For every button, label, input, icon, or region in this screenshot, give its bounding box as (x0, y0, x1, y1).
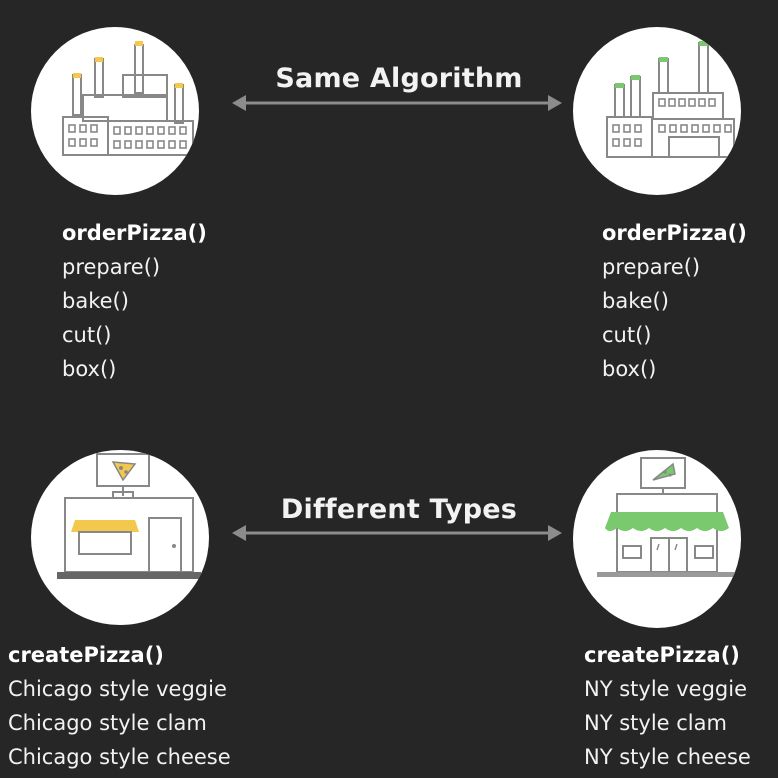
chicago-types-list: createPizza() Chicago style veggie Chica… (8, 638, 231, 774)
chicago-factory-circle (31, 27, 199, 195)
same-algorithm-label: Same Algorithm (275, 63, 523, 94)
chicago-store-circle (31, 450, 209, 625)
ny-types-list: createPizza() NY style veggie NY style c… (584, 638, 751, 774)
ny-store-circle (573, 450, 741, 628)
left-algorithm-list: orderPizza() prepare() bake() cut() box(… (62, 216, 207, 386)
left-algorithm-title: orderPizza() (62, 221, 207, 245)
ny-factory-circle (573, 27, 741, 195)
chicago-pizza-store-icon (57, 453, 201, 579)
chicago-types-title: createPizza() (8, 643, 164, 667)
ny-pizza-store-icon (597, 457, 741, 577)
right-algorithm-step: box() (602, 357, 657, 381)
left-algorithm-step: cut() (62, 323, 112, 347)
right-algorithm-step: cut() (602, 323, 652, 347)
ny-type-item: NY style veggie (584, 677, 748, 701)
chicago-type-item: Chicago style veggie (8, 677, 227, 701)
right-algorithm-list: orderPizza() prepare() bake() cut() box(… (602, 216, 747, 386)
chicago-factory-icon (62, 41, 194, 156)
ny-type-item: NY style cheese (584, 745, 751, 769)
chicago-type-item: Chicago style clam (8, 711, 207, 735)
left-algorithm-step: prepare() (62, 255, 161, 279)
ny-types-title: createPizza() (584, 643, 740, 667)
different-types-label: Different Types (280, 494, 518, 525)
right-algorithm-title: orderPizza() (602, 221, 747, 245)
same-algorithm-arrow (232, 95, 562, 111)
left-algorithm-step: bake() (62, 289, 129, 313)
right-algorithm-step: prepare() (602, 255, 701, 279)
ny-factory-icon (606, 41, 735, 158)
ny-type-item: NY style clam (584, 711, 727, 735)
right-algorithm-step: bake() (602, 289, 669, 313)
chicago-type-item: Chicago style cheese (8, 745, 231, 769)
different-types-arrow (232, 525, 562, 541)
left-algorithm-step: box() (62, 357, 117, 381)
